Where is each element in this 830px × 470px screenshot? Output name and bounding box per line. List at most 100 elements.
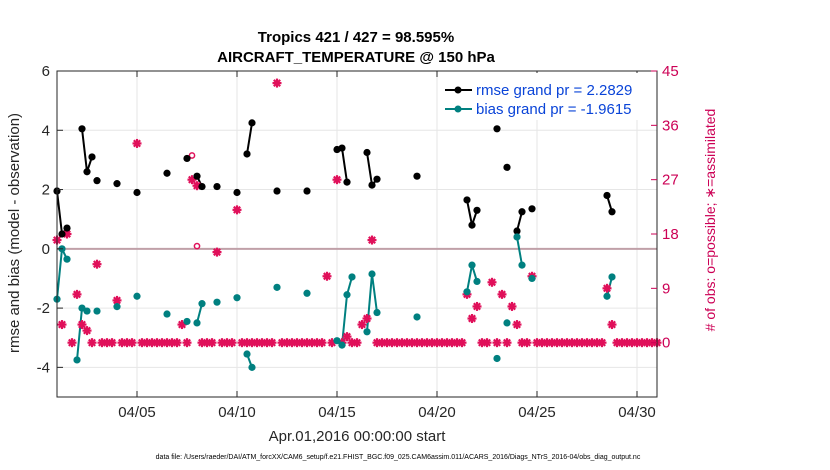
obs-assimilated-marker: [172, 338, 182, 348]
obs-assimilated-marker: [607, 320, 617, 330]
rmse-point: [163, 169, 171, 177]
bias-point: [273, 283, 281, 291]
obs-assimilated-marker: [272, 78, 282, 88]
rmse-point: [233, 188, 241, 197]
y-right-tick-label: 36: [662, 117, 679, 134]
obs-assimilated-marker: [267, 338, 277, 348]
footer-data-file: data file: /Users/raeder/DAI/ATM_forcXX/…: [156, 454, 641, 461]
x-tick-label: 04/05: [118, 404, 156, 421]
y-right-tick-label: 45: [662, 63, 679, 80]
obs-assimilated-marker: [127, 338, 137, 348]
obs-assimilated-marker: [82, 326, 92, 336]
obs-assimilated-marker: [332, 175, 342, 185]
x-tick-label: 04/25: [518, 404, 556, 421]
rmse-point: [243, 150, 251, 158]
y-tick-label: -4: [37, 359, 50, 376]
bias-point: [468, 261, 476, 269]
rmse-point: [363, 148, 371, 157]
bias-point: [213, 298, 221, 306]
obs-assimilated-marker: [507, 301, 517, 311]
x-axis-label: Apr.01,2016 00:00:00 start: [269, 428, 447, 445]
rmse-point: [113, 180, 121, 188]
chart-subtitle: AIRCRAFT_TEMPERATURE @ 150 hPa: [217, 49, 495, 66]
legend-rmse-label: rmse grand pr = 2.2829: [476, 82, 632, 99]
rmse-point: [303, 187, 311, 195]
y-tick-label: 6: [42, 63, 50, 80]
rmse-point: [528, 205, 536, 213]
obs-assimilated-marker: [107, 338, 117, 348]
bias-point: [248, 363, 256, 371]
obs-assimilated-marker: [57, 320, 67, 330]
rmse-point: [463, 196, 471, 204]
bias-point: [338, 341, 346, 349]
x-tick-label: 04/30: [618, 404, 656, 421]
rmse-point: [603, 191, 611, 200]
bias-point: [528, 274, 536, 283]
series-lines: [56, 122, 613, 368]
rmse-line-segment: [246, 122, 253, 155]
rmse-point: [513, 227, 521, 235]
bias-point: [493, 354, 501, 363]
y-right-axis-ticks: 0 9 18 27 36 45: [651, 63, 679, 352]
bias-point: [608, 273, 616, 281]
obs-assimilated-marker: [597, 338, 607, 348]
rmse-point: [468, 221, 476, 229]
bias-point: [233, 294, 241, 302]
rmse-point: [58, 230, 66, 238]
bias-point: [603, 292, 611, 300]
obs-assimilated-marker: [492, 338, 502, 348]
y-right-tick-label: 27: [662, 172, 679, 189]
rmse-point: [183, 154, 191, 163]
obs-assimilated-marker: [467, 314, 477, 324]
y-tick-label: -2: [37, 300, 50, 317]
obs-assimilated-marker: [132, 138, 142, 148]
obs-assimilated-marker: [182, 338, 192, 348]
rmse-point: [63, 224, 71, 232]
y-right-tick-label: 0: [662, 335, 670, 352]
bias-point: [183, 317, 191, 326]
bias-point: [373, 308, 381, 317]
rmse-point: [503, 163, 511, 171]
y-tick-label: 4: [42, 122, 50, 139]
bias-point: [163, 310, 171, 318]
x-tick-label: 04/15: [318, 404, 356, 421]
obs-assimilated-marker: [602, 283, 612, 293]
obs-assimilated-marker: [482, 338, 492, 348]
obs-assimilated-marker: [357, 320, 367, 330]
x-tick-label: 04/20: [418, 404, 456, 421]
rmse-point: [368, 181, 376, 189]
y-right-tick-label: 18: [662, 226, 679, 243]
bias-point: [243, 350, 251, 358]
bias-point: [348, 273, 356, 281]
bias-point: [93, 307, 101, 315]
obs-assimilated-marker: [212, 247, 222, 257]
rmse-point: [273, 187, 281, 195]
bias-point: [198, 300, 206, 308]
obs-assimilated-marker: [207, 338, 217, 348]
bias-point: [368, 270, 376, 278]
rmse-point: [248, 119, 256, 127]
obs-possible-marker: [193, 242, 201, 250]
bias-point: [333, 337, 341, 345]
obs-assimilated-marker: [497, 289, 507, 299]
legend-bias-label: bias grand pr = -1.9615: [476, 101, 632, 118]
obs-assimilated-marker: [457, 338, 467, 348]
obs-assimilated-marker: [232, 205, 242, 215]
legend-rmse-marker: [454, 86, 462, 94]
obs-assimilated-marker: [362, 314, 372, 324]
obs-assimilated-marker: [512, 320, 522, 330]
bias-point: [473, 277, 481, 286]
rmse-line-segment: [81, 128, 93, 173]
obs-assimilated-marker: [67, 338, 77, 348]
rmse-point: [518, 208, 526, 216]
obs-assimilated-marker: [342, 332, 352, 342]
series-points: [53, 119, 616, 371]
obs-markers: [52, 78, 662, 348]
x-tick-label: 04/10: [218, 404, 256, 421]
obs-assimilated-marker: [367, 235, 377, 245]
obs-assimilated-marker: [522, 338, 532, 348]
bias-point: [83, 307, 91, 315]
obs-assimilated-marker: [487, 277, 497, 287]
rmse-point: [338, 144, 346, 152]
